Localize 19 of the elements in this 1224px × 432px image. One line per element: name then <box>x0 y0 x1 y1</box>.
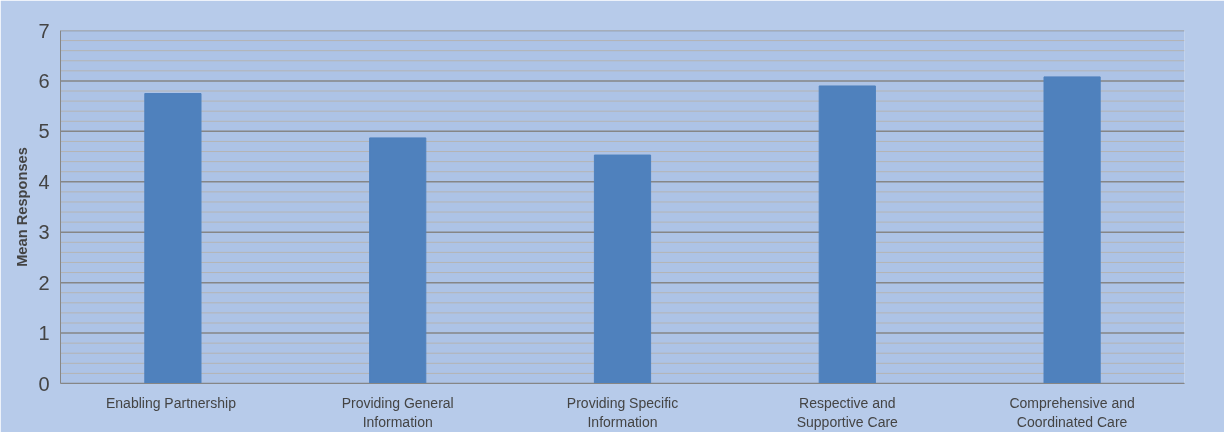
y-tick-label: 1 <box>38 322 50 345</box>
y-tick-label: 2 <box>38 271 50 294</box>
bar <box>818 85 876 384</box>
bar <box>144 93 202 384</box>
x-tick-label: Providing General Information <box>341 394 454 430</box>
x-tick-label: Providing Specific Information <box>566 394 679 430</box>
y-tick-label: 7 <box>38 19 50 42</box>
bar <box>369 137 427 384</box>
x-tick-label: Respective and Supportive Care <box>796 394 899 430</box>
y-tick-label: 3 <box>38 221 50 244</box>
bar <box>593 154 652 384</box>
y-tick-label: 5 <box>38 120 50 143</box>
y-tick-label: 6 <box>38 69 50 92</box>
x-tick-label: Comprehensive and Coordinated Care <box>1009 394 1135 430</box>
y-tick-label: 4 <box>38 170 50 193</box>
x-tick-label: Enabling Partnership <box>105 394 237 411</box>
y-axis-title: Mean Responses <box>14 147 31 267</box>
bar <box>1043 76 1101 384</box>
y-tick-label: 0 <box>38 372 50 395</box>
